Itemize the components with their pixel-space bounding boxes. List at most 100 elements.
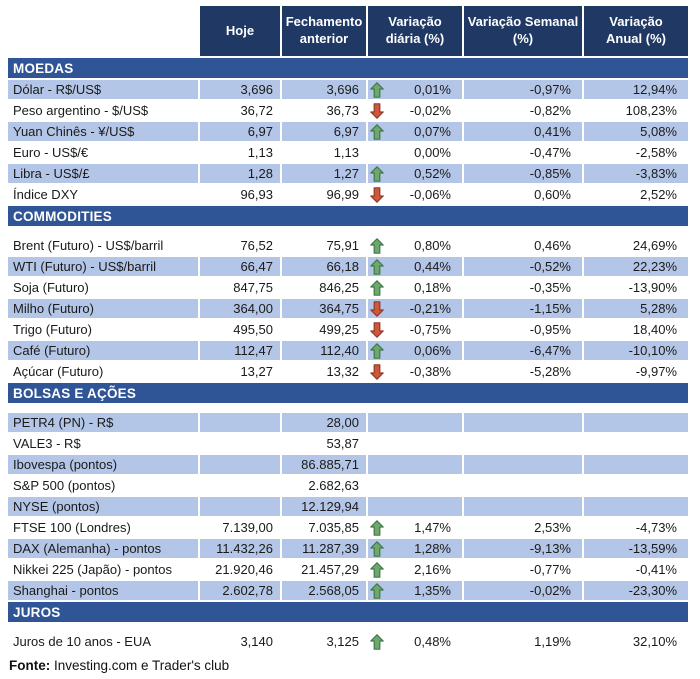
variacao-semanal-value: 0,46% bbox=[464, 236, 582, 255]
variacao-anual-value: 5,08% bbox=[584, 122, 688, 141]
hoje-value: 11.432,26 bbox=[200, 539, 280, 558]
hoje-value: 96,93 bbox=[200, 185, 280, 204]
table-row-indice-dxy: Índice DXY 96,93 96,99 -0,06% 0,60% 2,52% bbox=[8, 185, 688, 204]
source-note: Fonte: Investing.com e Trader's club bbox=[9, 658, 700, 673]
hoje-value: 7.139,00 bbox=[200, 518, 280, 537]
hoje-value: 76,52 bbox=[200, 236, 280, 255]
variacao-diaria-cell bbox=[368, 434, 462, 453]
variacao-anual-value: 2,52% bbox=[584, 185, 688, 204]
row-label: Dólar - R$/US$ bbox=[8, 80, 198, 99]
variacao-diaria-value: 0,80% bbox=[414, 238, 451, 253]
hoje-value bbox=[200, 455, 280, 474]
section-band: BOLSAS E AÇÕES bbox=[8, 383, 688, 403]
row-label: Peso argentino - $/US$ bbox=[8, 101, 198, 120]
variacao-anual-value: 12,94% bbox=[584, 80, 688, 99]
variacao-diaria-value: 1,47% bbox=[414, 520, 451, 535]
table-row-ibovespa-pontos: Ibovespa (pontos) 86.885,71 bbox=[8, 455, 688, 474]
fechamento-anterior-value: 12.129,94 bbox=[282, 497, 366, 516]
hoje-value bbox=[200, 497, 280, 516]
hoje-value: 6,97 bbox=[200, 122, 280, 141]
up-arrow-icon bbox=[370, 258, 384, 275]
table-body: MOEDAS Dólar - R$/US$ 3,696 3,696 0,01% -0,97… bbox=[8, 58, 688, 651]
variacao-semanal-value bbox=[464, 497, 582, 516]
variacao-diaria-cell: 1,47% bbox=[368, 518, 462, 537]
variacao-anual-value bbox=[584, 455, 688, 474]
variacao-diaria-cell: -0,02% bbox=[368, 101, 462, 120]
hoje-value: 2.602,78 bbox=[200, 581, 280, 600]
hoje-value bbox=[200, 413, 280, 432]
variacao-diaria-cell: 0,06% bbox=[368, 341, 462, 360]
fechamento-anterior-value: 66,18 bbox=[282, 257, 366, 276]
variacao-diaria-cell: 0,80% bbox=[368, 236, 462, 255]
variacao-semanal-value: -0,97% bbox=[464, 80, 582, 99]
row-label: WTI (Futuro) - US$/barril bbox=[8, 257, 198, 276]
down-arrow-icon bbox=[370, 363, 384, 380]
hoje-value bbox=[200, 476, 280, 495]
up-arrow-icon bbox=[370, 582, 384, 599]
variacao-diaria-cell: 1,35% bbox=[368, 581, 462, 600]
variacao-anual-value bbox=[584, 476, 688, 495]
variacao-anual-value: -2,58% bbox=[584, 143, 688, 162]
header-row: Hoje Fechamento anterior Variação diária (… bbox=[8, 6, 688, 56]
variacao-diaria-value: -0,06% bbox=[409, 187, 451, 202]
table-row-milho-futuro: Milho (Futuro) 364,00 364,75 -0,21% -1,15% 5,… bbox=[8, 299, 688, 318]
fechamento-anterior-value: 364,75 bbox=[282, 299, 366, 318]
variacao-anual-value: -0,41% bbox=[584, 560, 688, 579]
section-band: COMMODITIES bbox=[8, 206, 688, 226]
fechamento-anterior-value: 13,32 bbox=[282, 362, 366, 381]
spacer-row bbox=[8, 405, 688, 411]
table-row-nikkei-225-japao-pontos: Nikkei 225 (Japão) - pontos 21.920,46 21.4… bbox=[8, 560, 688, 579]
up-arrow-icon bbox=[370, 237, 384, 254]
variacao-semanal-value: -6,47% bbox=[464, 341, 582, 360]
fechamento-anterior-value: 96,99 bbox=[282, 185, 366, 204]
variacao-diaria-cell: 0,00% bbox=[368, 143, 462, 162]
variacao-diaria-value: 0,18% bbox=[414, 280, 451, 295]
variacao-diaria-value: -0,21% bbox=[409, 301, 451, 316]
variacao-semanal-value bbox=[464, 434, 582, 453]
row-label: Milho (Futuro) bbox=[8, 299, 198, 318]
hoje-value: 1,28 bbox=[200, 164, 280, 183]
section-header-moedas: MOEDAS bbox=[8, 58, 688, 78]
section-header-bolsas-e-acoes: BOLSAS E AÇÕES bbox=[8, 383, 688, 403]
spacer-cell bbox=[8, 405, 688, 411]
up-arrow-icon bbox=[370, 342, 384, 359]
hoje-value: 3,696 bbox=[200, 80, 280, 99]
variacao-semanal-value: -0,95% bbox=[464, 320, 582, 339]
hoje-value: 21.920,46 bbox=[200, 560, 280, 579]
source-label: Fonte: bbox=[9, 658, 51, 673]
variacao-anual-value: -9,97% bbox=[584, 362, 688, 381]
variacao-semanal-value: 2,53% bbox=[464, 518, 582, 537]
table-row-petr4-pn-r: PETR4 (PN) - R$ 28,00 bbox=[8, 413, 688, 432]
row-label: Libra - US$/£ bbox=[8, 164, 198, 183]
variacao-diaria-cell: 0,07% bbox=[368, 122, 462, 141]
hoje-value: 36,72 bbox=[200, 101, 280, 120]
up-arrow-icon bbox=[370, 123, 384, 140]
row-label: Nikkei 225 (Japão) - pontos bbox=[8, 560, 198, 579]
variacao-semanal-value: -9,13% bbox=[464, 539, 582, 558]
table-row-vale3-r: VALE3 - R$ 53,87 bbox=[8, 434, 688, 453]
variacao-semanal-value: -5,28% bbox=[464, 362, 582, 381]
table-row-cafe-futuro: Café (Futuro) 112,47 112,40 0,06% -6,47% -10,… bbox=[8, 341, 688, 360]
row-label: Ibovespa (pontos) bbox=[8, 455, 198, 474]
row-label: DAX (Alemanha) - pontos bbox=[8, 539, 198, 558]
variacao-diaria-cell: 0,01% bbox=[368, 80, 462, 99]
fechamento-anterior-value: 75,91 bbox=[282, 236, 366, 255]
column-header-variacao-semanal: Variação Semanal (%) bbox=[464, 6, 582, 56]
up-arrow-icon bbox=[370, 633, 384, 650]
fechamento-anterior-value: 1,27 bbox=[282, 164, 366, 183]
spacer-row bbox=[8, 228, 688, 234]
variacao-semanal-value: 1,19% bbox=[464, 632, 582, 651]
variacao-anual-value: 24,69% bbox=[584, 236, 688, 255]
section-header-commodities: COMMODITIES bbox=[8, 206, 688, 226]
variacao-diaria-value: -0,75% bbox=[409, 322, 451, 337]
fechamento-anterior-value: 3,125 bbox=[282, 632, 366, 651]
table-row-nyse-pontos: NYSE (pontos) 12.129,94 bbox=[8, 497, 688, 516]
section-band: MOEDAS bbox=[8, 58, 688, 78]
hoje-value: 847,75 bbox=[200, 278, 280, 297]
fechamento-anterior-value: 28,00 bbox=[282, 413, 366, 432]
variacao-semanal-value: -0,52% bbox=[464, 257, 582, 276]
variacao-semanal-value: -0,85% bbox=[464, 164, 582, 183]
variacao-diaria-cell: -0,06% bbox=[368, 185, 462, 204]
hoje-value: 1,13 bbox=[200, 143, 280, 162]
variacao-diaria-cell bbox=[368, 455, 462, 474]
